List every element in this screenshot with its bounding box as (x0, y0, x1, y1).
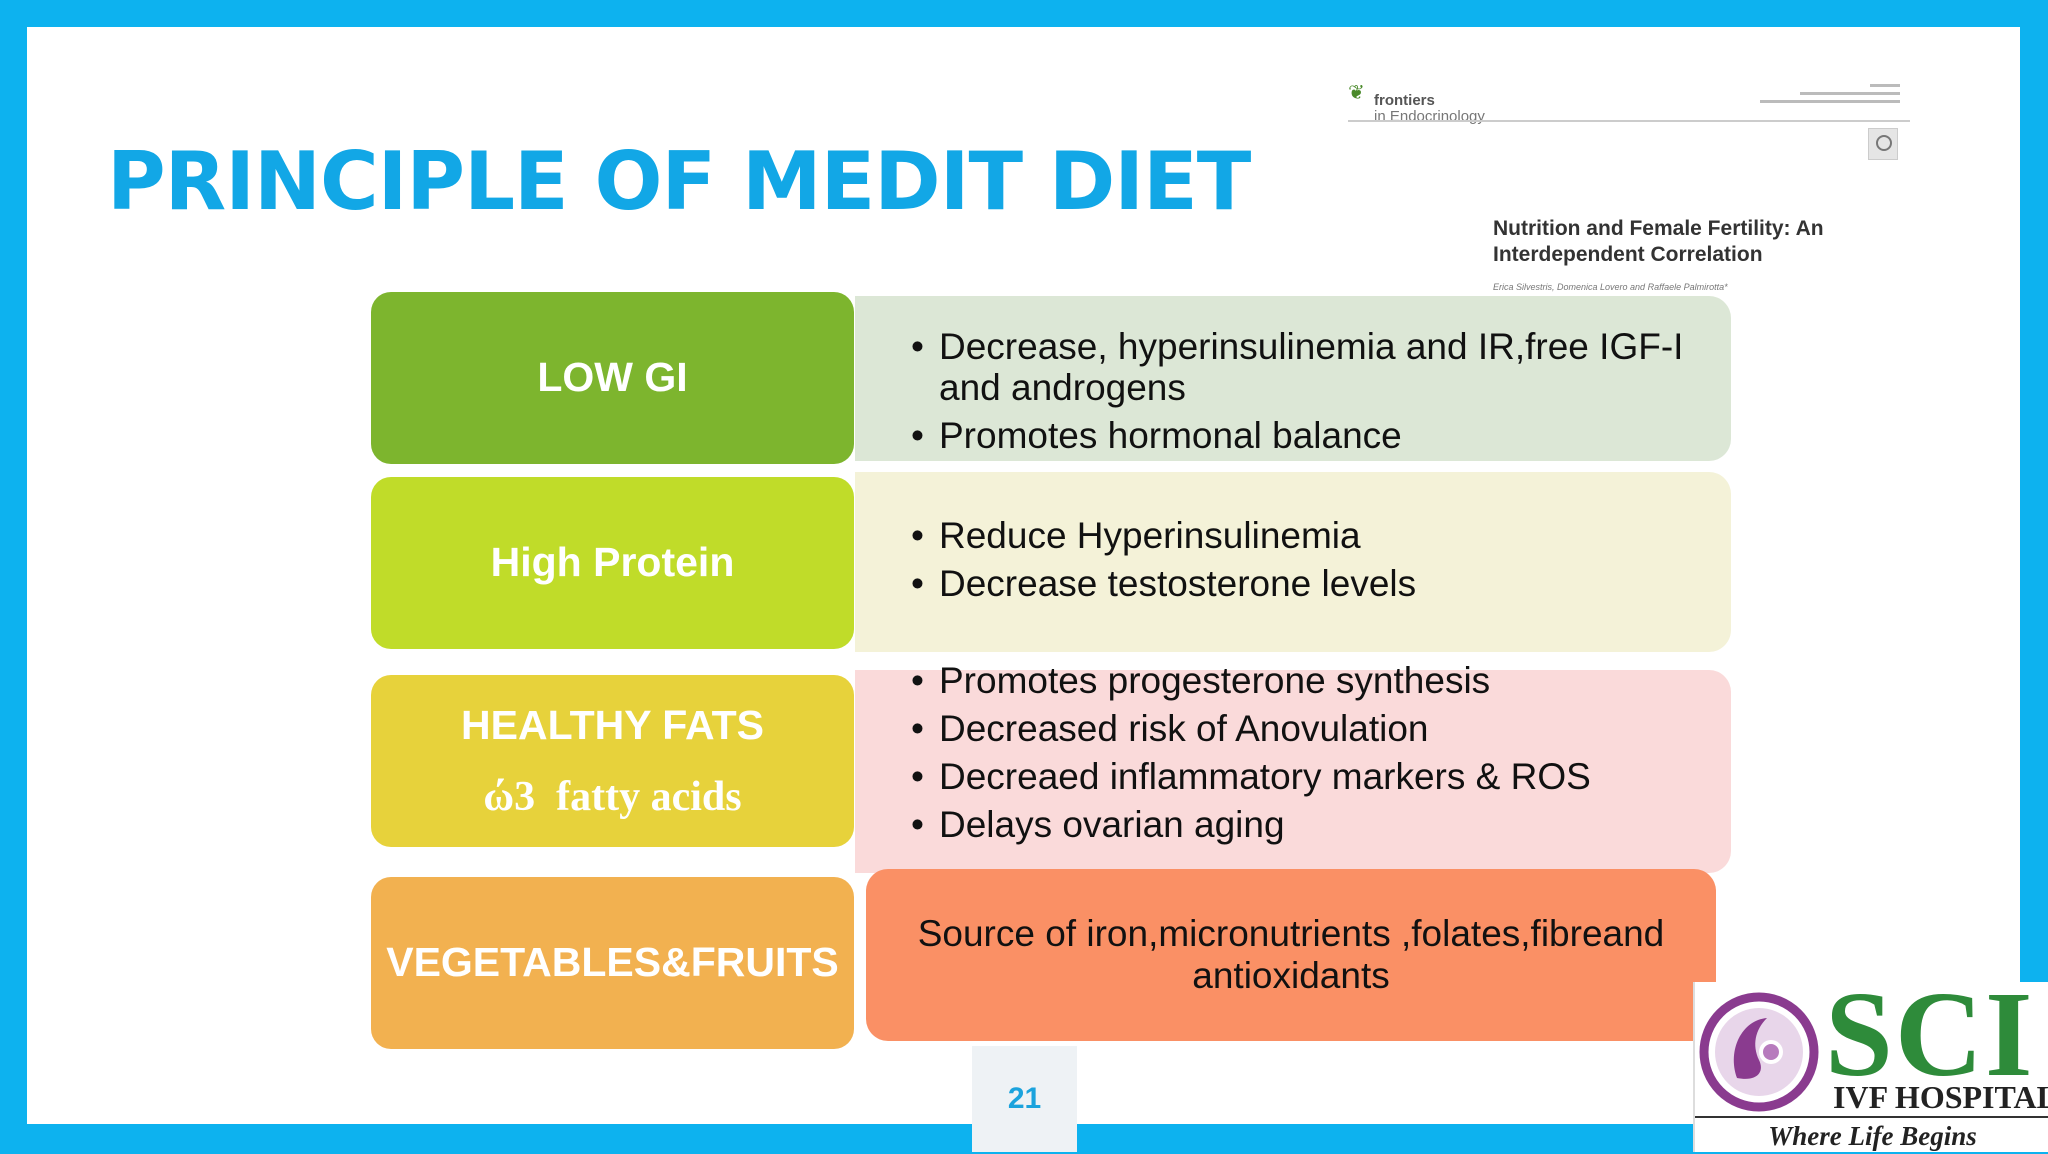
bullet-point: Promotes progesterone synthesis (855, 657, 1731, 705)
slide-title: PRINCIPLE OF MEDIT DIET (107, 135, 1251, 228)
label-subtext: ώ3 fatty acids (483, 773, 742, 820)
paper-journal: in Endocrinology (1374, 108, 1485, 125)
bullet-point: Decrease testosterone levels (855, 560, 1731, 608)
paper-meta-lines (1760, 84, 1900, 114)
row-detail: Decrease, hyperinsulinemia and IR,free I… (855, 296, 1731, 461)
mother-child-icon (1699, 992, 1819, 1112)
row-detail: Reduce Hyperinsulinemia Decrease testost… (855, 472, 1731, 652)
label-text: VEGETABLES&FRUITS (386, 939, 839, 986)
logo-name: SCI (1825, 967, 2035, 1102)
label-text: LOW GI (537, 354, 688, 401)
bullet-point: Reduce Hyperinsulinemia (855, 512, 1731, 560)
bullet-point: Decrease, hyperinsulinemia and IR,free I… (855, 326, 1731, 408)
bullet-point: Delays ovarian aging (855, 801, 1731, 849)
paper-title: Nutrition and Female Fertility: An Inter… (1493, 217, 1824, 266)
leaf-icon: ❦ (1348, 80, 1365, 104)
hospital-logo: SCI IVF HOSPITAL Where Life Begins (1693, 974, 2048, 1152)
row-label: LOW GI (371, 292, 854, 464)
logo-subtitle: IVF HOSPITAL (1833, 1079, 2048, 1115)
page-number: 21 (972, 1046, 1077, 1152)
bullet-point: Decreaed inflammatory markers & ROS (855, 753, 1731, 801)
row-label: High Protein (371, 477, 854, 649)
paper-divider (1348, 120, 1910, 122)
row-detail: Promotes progesterone synthesis Decrease… (855, 657, 1731, 873)
logo-tagline: Where Life Begins (1695, 1116, 2048, 1152)
open-access-badge-icon (1868, 128, 1898, 160)
row-label: HEALTHY FATS ώ3 fatty acids (371, 675, 854, 847)
label-text: HEALTHY FATS (461, 702, 764, 749)
paper-authors: Erica Silvestris, Domenica Lovero and Ra… (1493, 282, 1728, 292)
bullet-point: Promotes hormonal balance (855, 415, 1731, 456)
row-label: VEGETABLES&FRUITS (371, 877, 854, 1049)
row-detail: Source of iron,micronutrients ,folates,f… (866, 869, 1716, 1041)
paper-brand: frontiers (1374, 92, 1435, 109)
bullet-point: Decreased risk of Anovulation (855, 705, 1731, 753)
paper-thumbnail: ❦ frontiers in Endocrinology Nutrition a… (1340, 70, 1910, 300)
label-text: High Protein (490, 539, 735, 586)
